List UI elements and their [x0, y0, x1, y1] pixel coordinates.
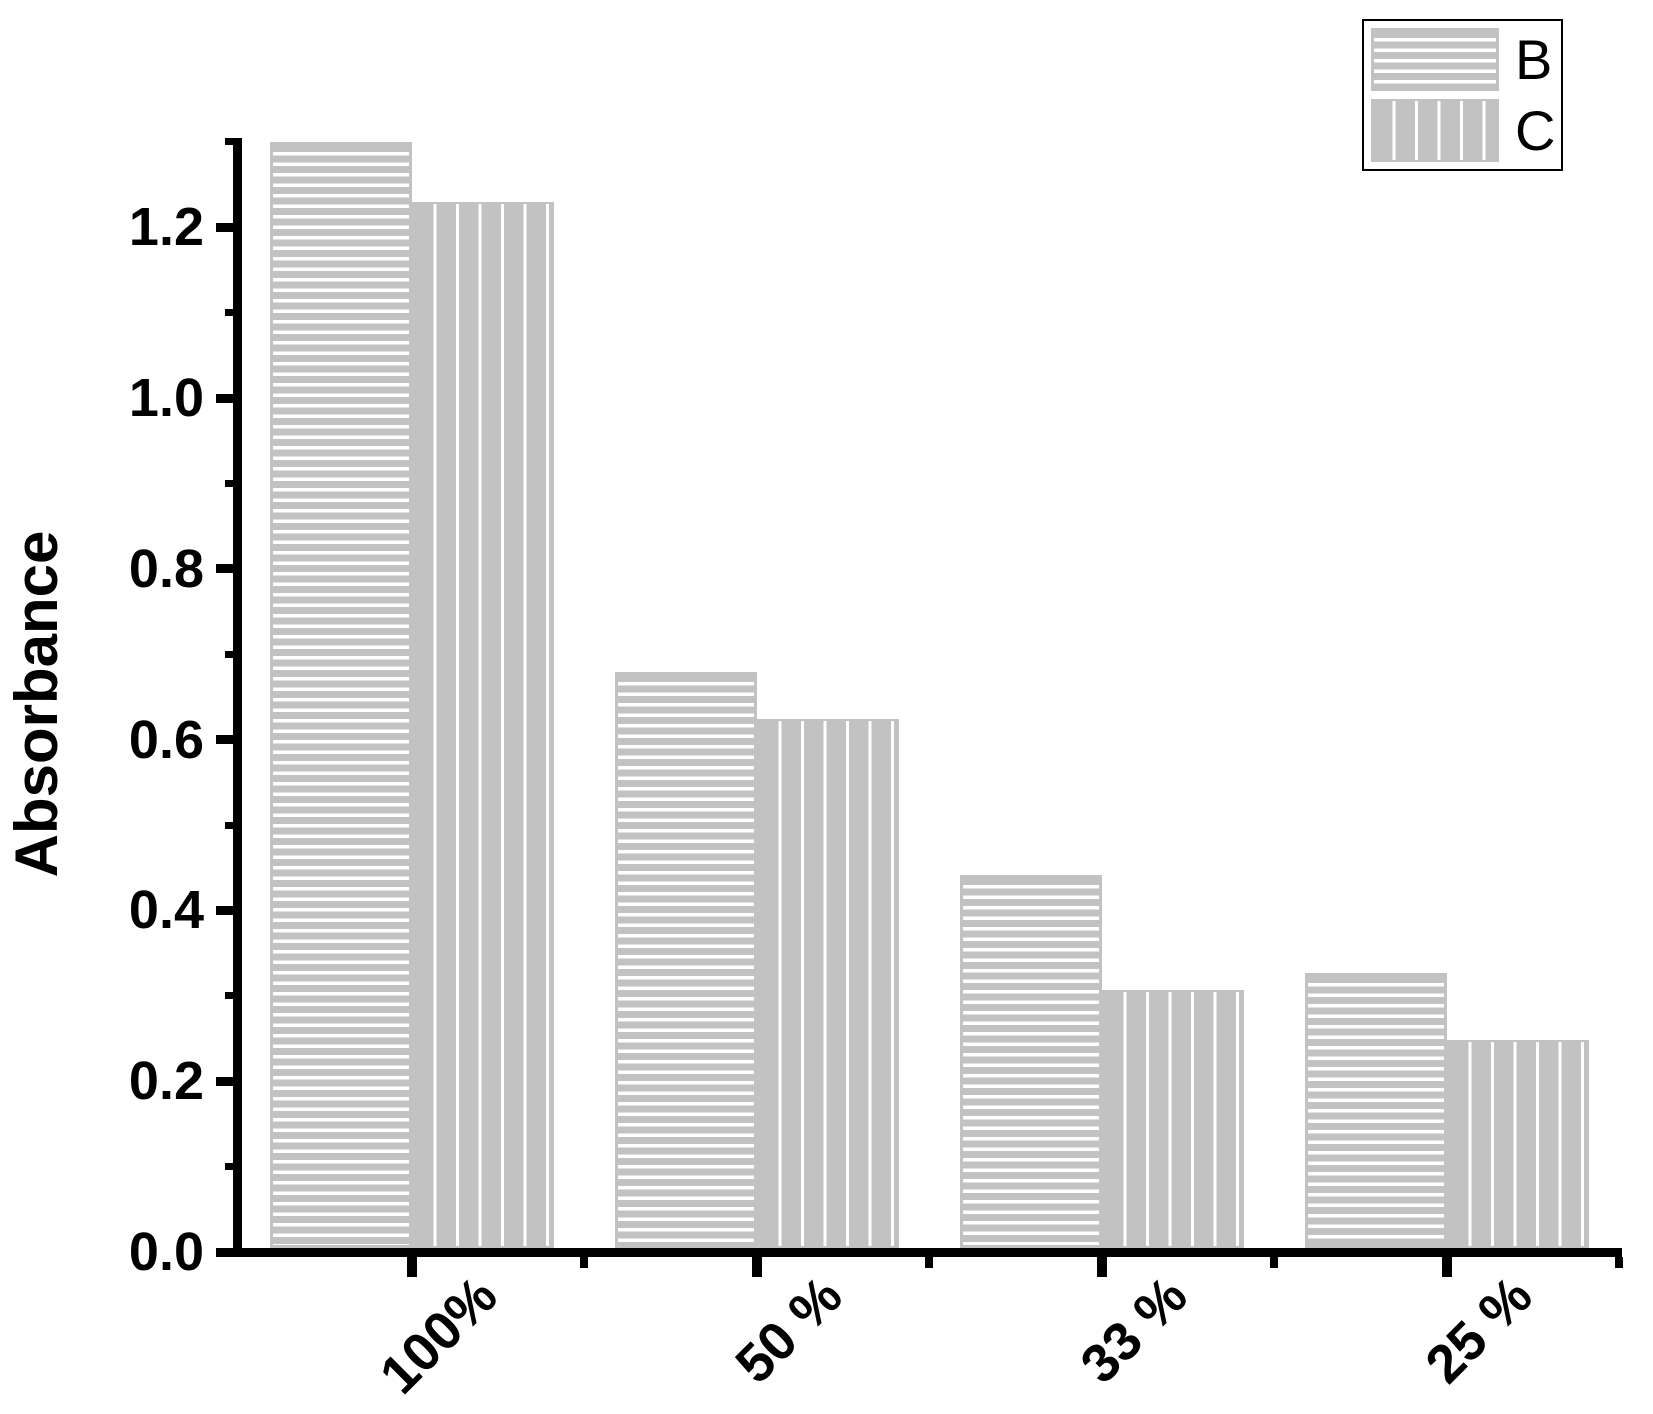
y-axis-tick-label: 0.2 — [128, 1051, 204, 1112]
y-axis-major-tick — [216, 905, 233, 915]
x-axis-tick-label: 100% — [368, 1265, 509, 1406]
y-axis-tick-label: 0.4 — [128, 880, 204, 941]
y-axis-tick-label: 0.8 — [128, 538, 204, 599]
x-axis-minor-tick — [925, 1257, 933, 1268]
y-axis-tick-label: 1.0 — [128, 368, 204, 428]
x-axis-major-tick — [1097, 1257, 1107, 1277]
legend-swatch-c-vertical-stripes-icon — [1371, 99, 1499, 162]
x-axis-minor-tick — [1615, 1257, 1623, 1268]
y-axis-minor-tick — [225, 309, 233, 317]
x-axis-line — [216, 1248, 1622, 1257]
y-axis-minor-tick — [225, 650, 233, 658]
x-axis-minor-tick — [580, 1257, 588, 1268]
legend-label-b: B — [1515, 27, 1553, 91]
bar-b-33% — [960, 875, 1102, 1248]
y-axis-minor-tick — [225, 821, 233, 829]
x-axis-major-tick — [752, 1257, 762, 1277]
y-axis-minor-tick — [225, 992, 233, 1000]
y-axis-line — [233, 138, 242, 1257]
x-axis-major-tick — [407, 1257, 417, 1277]
legend: B C — [1362, 19, 1563, 171]
x-axis-minor-tick — [1270, 1257, 1278, 1268]
y-axis-minor-tick — [225, 138, 233, 146]
bar-b-100% — [270, 142, 412, 1248]
y-axis-major-tick — [216, 564, 233, 574]
y-axis-major-tick — [216, 735, 233, 745]
bar-c-33% — [1102, 990, 1244, 1248]
legend-swatch-b-horizontal-stripes-icon — [1371, 28, 1499, 91]
legend-label-c: C — [1515, 98, 1556, 162]
bar-c-50% — [757, 719, 899, 1248]
y-axis-major-tick — [216, 393, 233, 403]
y-axis-minor-tick — [225, 1163, 233, 1171]
bar-c-100% — [412, 202, 554, 1248]
bar-b-50% — [615, 672, 757, 1248]
y-axis-minor-tick — [225, 479, 233, 487]
x-axis-major-tick — [1442, 1257, 1452, 1277]
y-axis-major-tick — [216, 1247, 233, 1257]
x-axis-tick-label: 50 % — [724, 1265, 854, 1395]
bar-c-25% — [1447, 1040, 1589, 1248]
y-axis-tick-label: 0.6 — [128, 709, 204, 770]
bar-b-25% — [1305, 973, 1447, 1248]
x-axis-tick-label: 33 % — [1069, 1265, 1199, 1395]
y-axis-tick-label: 0.0 — [128, 1222, 204, 1282]
legend-entry-b: B — [1371, 28, 1553, 91]
y-axis-major-tick — [216, 222, 233, 232]
y-axis-major-tick — [216, 1076, 233, 1086]
legend-entry-c: C — [1371, 98, 1556, 162]
y-axis-tick-label: 1.2 — [128, 197, 204, 258]
x-axis-tick-label: 25 % — [1414, 1265, 1544, 1395]
